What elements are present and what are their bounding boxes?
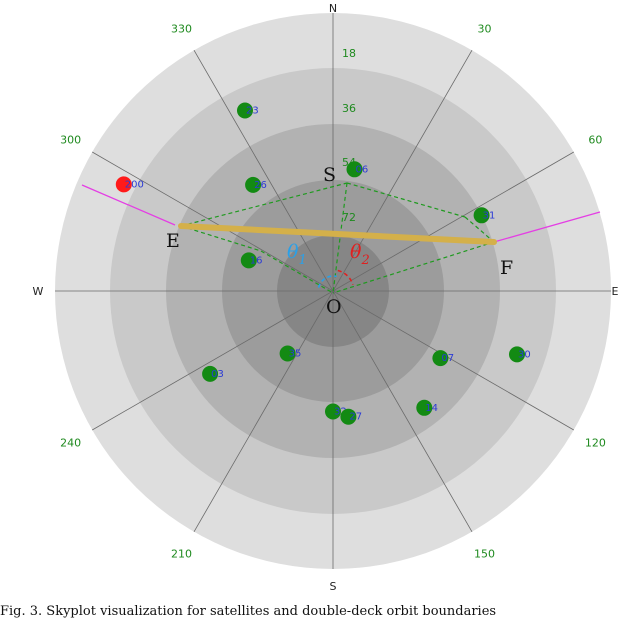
- satellite-30[interactable]: 30: [509, 346, 531, 363]
- satellite-prn-label: 26: [254, 180, 267, 191]
- satellite-prn-label: 30: [518, 349, 531, 360]
- satellite-03[interactable]: 03: [202, 365, 224, 382]
- satellite-marker: [237, 102, 253, 119]
- azimuth-line-120: [332, 290, 574, 431]
- satellites: 23 200 26 16 06 31 35 03 07 30 14 32 27: [115, 102, 531, 425]
- azimuth-line-300: [92, 151, 334, 292]
- satellite-marker: [245, 176, 262, 193]
- azimuth-label-210: 210: [171, 547, 192, 560]
- satellite-prn-label: 27: [349, 412, 362, 423]
- azimuth-label-120: 120: [585, 437, 606, 450]
- satellite-prn-label: 35: [289, 349, 302, 360]
- azimuth-label-60: 60: [588, 134, 602, 147]
- theta1-label: θ1: [287, 241, 307, 268]
- boundary-e-f: [178, 223, 497, 245]
- dashed-lines: [180, 182, 495, 294]
- azimuth-line-210: [193, 290, 334, 532]
- dash-s-o: [332, 182, 348, 294]
- elevation-label-72: 72: [342, 211, 356, 224]
- satellite-32[interactable]: 32: [325, 403, 347, 420]
- satellite-marker: [346, 161, 363, 178]
- azimuth-lines: [55, 13, 611, 569]
- satellite-prn-label: 32: [334, 407, 347, 418]
- azimuth-line-150: [332, 290, 473, 532]
- point-s-label: S: [323, 164, 336, 186]
- satellite-prn-label: 200: [125, 179, 144, 190]
- east-label: E: [612, 285, 619, 298]
- satellite-marker: [473, 207, 490, 224]
- satellite-prn-label: 16: [250, 255, 263, 266]
- satellite-marker: [340, 408, 357, 425]
- point-e-label: E: [166, 230, 180, 252]
- azimuth-label-30: 30: [478, 23, 492, 36]
- satellite-16[interactable]: 16: [240, 252, 263, 269]
- dash-31-f: [464, 216, 495, 243]
- satellite-prn-label: 23: [246, 106, 259, 117]
- figure-caption: Fig. 3. Skyplot visualization for satell…: [0, 604, 497, 619]
- point-f-label: F: [500, 257, 513, 279]
- satellite-prn-label: 07: [441, 353, 454, 364]
- satellite-31[interactable]: 31: [473, 207, 496, 224]
- elevation-label-18: 18: [342, 47, 356, 60]
- satellite-06[interactable]: 06: [346, 161, 369, 178]
- satellite-14[interactable]: 14: [416, 399, 438, 416]
- azimuth-labels: 30 60 120 150 210 240 300 330: [60, 23, 606, 561]
- ray-through-f: [493, 211, 601, 243]
- theta1-arc: [317, 275, 337, 288]
- satellite-prn-label: 31: [483, 210, 496, 221]
- theta2-arc: [337, 269, 354, 285]
- azimuth-line-30: [332, 50, 473, 292]
- satellite-23[interactable]: 23: [237, 102, 259, 119]
- satellite-marker: [416, 399, 433, 416]
- azimuth-line-60: [332, 151, 574, 292]
- azimuth-line-240: [92, 290, 334, 431]
- north-label: N: [329, 2, 337, 15]
- satellite-marker: [115, 176, 132, 193]
- satellite-marker: [279, 345, 296, 362]
- azimuth-label-240: 240: [60, 437, 81, 450]
- satellite-26[interactable]: 26: [245, 176, 267, 193]
- satellite-35[interactable]: 35: [279, 345, 302, 362]
- point-o-label: O: [326, 296, 342, 318]
- dash-f-o: [332, 241, 495, 294]
- satellite-marker: [432, 350, 449, 367]
- south-label: S: [330, 580, 337, 593]
- satellite-prn-label: 14: [425, 403, 438, 414]
- satellite-marker: [240, 252, 257, 269]
- azimuth-label-150: 150: [474, 547, 495, 560]
- dash-e-s: [180, 182, 348, 227]
- satellite-prn-label: 06: [356, 164, 369, 175]
- azimuth-label-300: 300: [60, 134, 81, 147]
- satellite-prn-label: 03: [211, 369, 224, 380]
- satellite-marker: [325, 403, 341, 420]
- azimuth-label-330: 330: [171, 23, 192, 36]
- satellite-marker: [509, 346, 525, 363]
- west-label: W: [33, 285, 44, 298]
- azimuth-line-330: [193, 50, 334, 292]
- satellite-200[interactable]: 200: [115, 176, 144, 193]
- ray-through-e: [81, 184, 176, 226]
- satellite-07[interactable]: 07: [432, 350, 454, 367]
- theta2-label: θ2: [350, 241, 370, 268]
- elevation-label-36: 36: [342, 102, 356, 115]
- satellite-marker: [202, 365, 219, 382]
- satellite-27[interactable]: 27: [340, 408, 362, 425]
